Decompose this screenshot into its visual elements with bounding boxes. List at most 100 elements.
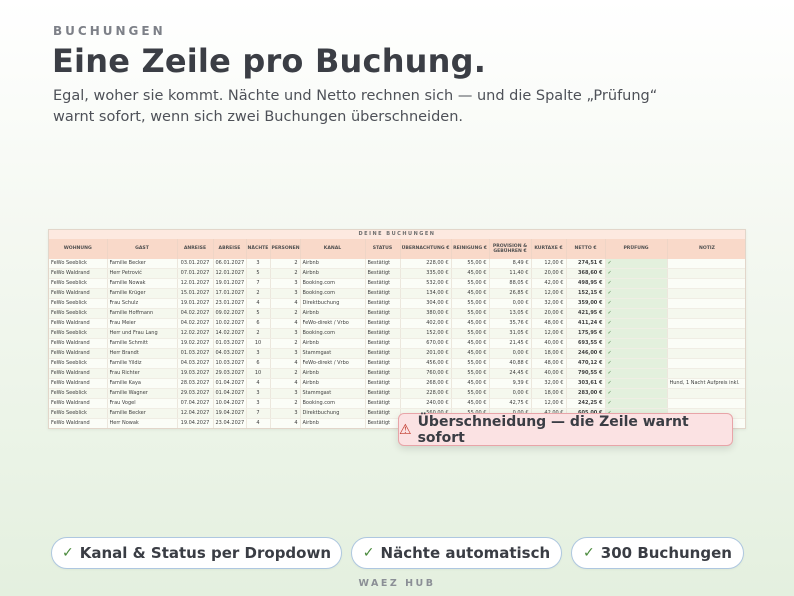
cell-gast[interactable]: Herr und Frau Lang [107,328,178,339]
cell-naechte[interactable]: 4 [246,378,271,389]
cell-notiz[interactable] [667,268,745,279]
cell-abreise[interactable]: 10.03.2027 [213,358,247,369]
cell-wohnung[interactable]: FeWo Seeblick [49,328,108,339]
table-row[interactable]: FeWo Waldrand Frau Richter 19.03.2027 29.03… [49,368,745,379]
cell-provision[interactable]: 0,00 € [489,348,532,359]
cell-provision[interactable]: 40,88 € [489,358,532,369]
cell-status[interactable]: Bestätigt [365,408,401,419]
cell-abreise[interactable]: 01.03.2027 [213,338,247,349]
cell-kanal[interactable]: Airbnb [300,368,366,379]
cell-kanal[interactable]: Direktbuchung [300,408,366,419]
cell-kurtaxe[interactable]: 40,00 € [531,368,567,379]
col-header-anreise[interactable]: ANREISE [177,239,214,259]
cell-pruefung[interactable]: ✓ [605,368,668,379]
cell-reinigung[interactable]: 55,00 € [451,298,490,309]
cell-personen[interactable]: 3 [270,328,301,339]
cell-uebernachtung[interactable]: 304,00 € [400,298,452,309]
cell-wohnung[interactable]: FeWo Seeblick [49,278,108,289]
cell-netto[interactable]: 498,95 € [566,278,606,289]
cell-gast[interactable]: Familie Yildiz [107,358,178,369]
cell-naechte[interactable]: 7 [246,278,271,289]
cell-abreise[interactable]: 01.04.2027 [213,388,247,399]
cell-reinigung[interactable]: 55,00 € [451,368,490,379]
cell-reinigung[interactable]: 55,00 € [451,308,490,319]
cell-status[interactable]: Bestätigt [365,328,401,339]
cell-reinigung[interactable]: 45,00 € [451,398,490,409]
cell-naechte[interactable]: 4 [246,418,271,428]
cell-anreise[interactable]: 28.03.2027 [177,378,214,389]
cell-pruefung[interactable]: ✓ [605,268,668,279]
col-header-notiz[interactable]: NOTIZ [667,239,745,259]
cell-status[interactable]: Bestätigt [365,308,401,319]
cell-personen[interactable]: 2 [270,338,301,349]
cell-anreise[interactable]: 19.04.2027 [177,418,214,428]
cell-notiz[interactable]: Hund, 1 Nacht Aufpreis inkl. [667,378,745,389]
table-row[interactable]: FeWo Waldrand Herr Brandt 01.03.2027 04.03.… [49,348,745,359]
cell-naechte[interactable]: 2 [246,288,271,299]
cell-netto[interactable]: 274,51 € [566,259,606,269]
cell-pruefung[interactable]: ✓ [605,328,668,339]
cell-gast[interactable]: Familie Becker [107,259,178,269]
cell-kurtaxe[interactable]: 48,00 € [531,358,567,369]
cell-uebernachtung[interactable]: 760,00 € [400,368,452,379]
cell-gast[interactable]: Frau Schulz [107,298,178,309]
cell-personen[interactable]: 4 [270,318,301,329]
cell-anreise[interactable]: 01.03.2027 [177,348,214,359]
cell-anreise[interactable]: 19.01.2027 [177,298,214,309]
cell-abreise[interactable]: 23.04.2027 [213,418,247,428]
cell-wohnung[interactable]: FeWo Waldrand [49,368,108,379]
cell-provision[interactable]: 88,05 € [489,278,532,289]
cell-reinigung[interactable]: 45,00 € [451,348,490,359]
cell-provision[interactable]: 35,76 € [489,318,532,329]
cell-provision[interactable]: 31,05 € [489,328,532,339]
cell-personen[interactable]: 3 [270,388,301,399]
cell-pruefung[interactable]: ✓ [605,338,668,349]
col-header-wohnung[interactable]: WOHNUNG [49,239,108,259]
cell-abreise[interactable]: 04.03.2027 [213,348,247,359]
cell-uebernachtung[interactable]: 268,00 € [400,378,452,389]
col-header-reinigung[interactable]: REINIGUNG € [451,239,490,259]
cell-netto[interactable]: 421,95 € [566,308,606,319]
cell-reinigung[interactable]: 45,00 € [451,338,490,349]
cell-naechte[interactable]: 3 [246,388,271,399]
cell-netto[interactable]: 246,00 € [566,348,606,359]
cell-kanal[interactable]: Stammgast [300,388,366,399]
table-row[interactable]: FeWo Waldrand Herr Petrović 07.01.2027 12.0… [49,268,745,279]
cell-netto[interactable]: 242,25 € [566,398,606,409]
cell-kanal[interactable]: FeWo-direkt / Vrbo [300,318,366,329]
cell-abreise[interactable]: 06.01.2027 [213,259,247,269]
cell-personen[interactable]: 2 [270,268,301,279]
cell-naechte[interactable]: 10 [246,368,271,379]
cell-status[interactable]: Bestätigt [365,259,401,269]
cell-pruefung[interactable]: ✓ [605,298,668,309]
cell-gast[interactable]: Herr Petrović [107,268,178,279]
cell-notiz[interactable] [667,328,745,339]
cell-abreise[interactable]: 12.01.2027 [213,268,247,279]
table-row[interactable]: FeWo Seeblick Familie Yildiz 04.03.2027 10.… [49,358,745,369]
cell-personen[interactable]: 3 [270,408,301,419]
cell-status[interactable]: Bestätigt [365,288,401,299]
cell-gast[interactable]: Herr Petrović [107,429,177,430]
cell-reinigung[interactable]: 45,00 € [451,378,490,389]
cell-wohnung[interactable]: FeWo Waldrand [49,398,108,409]
cell-wohnung[interactable]: FeWo Seeblick [49,429,107,430]
cell-abreise[interactable]: 29.04.2027 [213,429,246,430]
cell-anreise[interactable]: 15.01.2027 [177,288,214,299]
cell-kurtaxe[interactable]: 18,00 € [531,388,567,399]
cell-pruefung[interactable]: ✓ [605,288,668,299]
cell-naechte[interactable]: 4 [246,298,271,309]
cell-notiz[interactable] [667,338,745,349]
cell-uebernachtung[interactable]: 670,00 € [400,338,452,349]
cell-reinigung[interactable]: 55,00 € [451,278,490,289]
cell-kanal[interactable]: Airbnb [300,338,366,349]
cell-gast[interactable]: Familie Hoffmann [107,308,178,319]
cell-wohnung[interactable]: FeWo Seeblick [49,358,108,369]
cell-personen[interactable]: 2 [270,368,301,379]
cell-naechte[interactable]: 7 [246,408,271,419]
cell-kurtaxe[interactable]: 20,00 € [531,268,567,279]
cell-netto[interactable]: 368,60 € [566,268,606,279]
cell-uebernachtung[interactable]: 532,00 € [400,278,452,289]
cell-provision[interactable]: 8,49 € [489,259,532,269]
cell-gast[interactable]: Familie Krüger [107,288,178,299]
cell-reinigung[interactable]: 55,00 € [451,259,490,269]
